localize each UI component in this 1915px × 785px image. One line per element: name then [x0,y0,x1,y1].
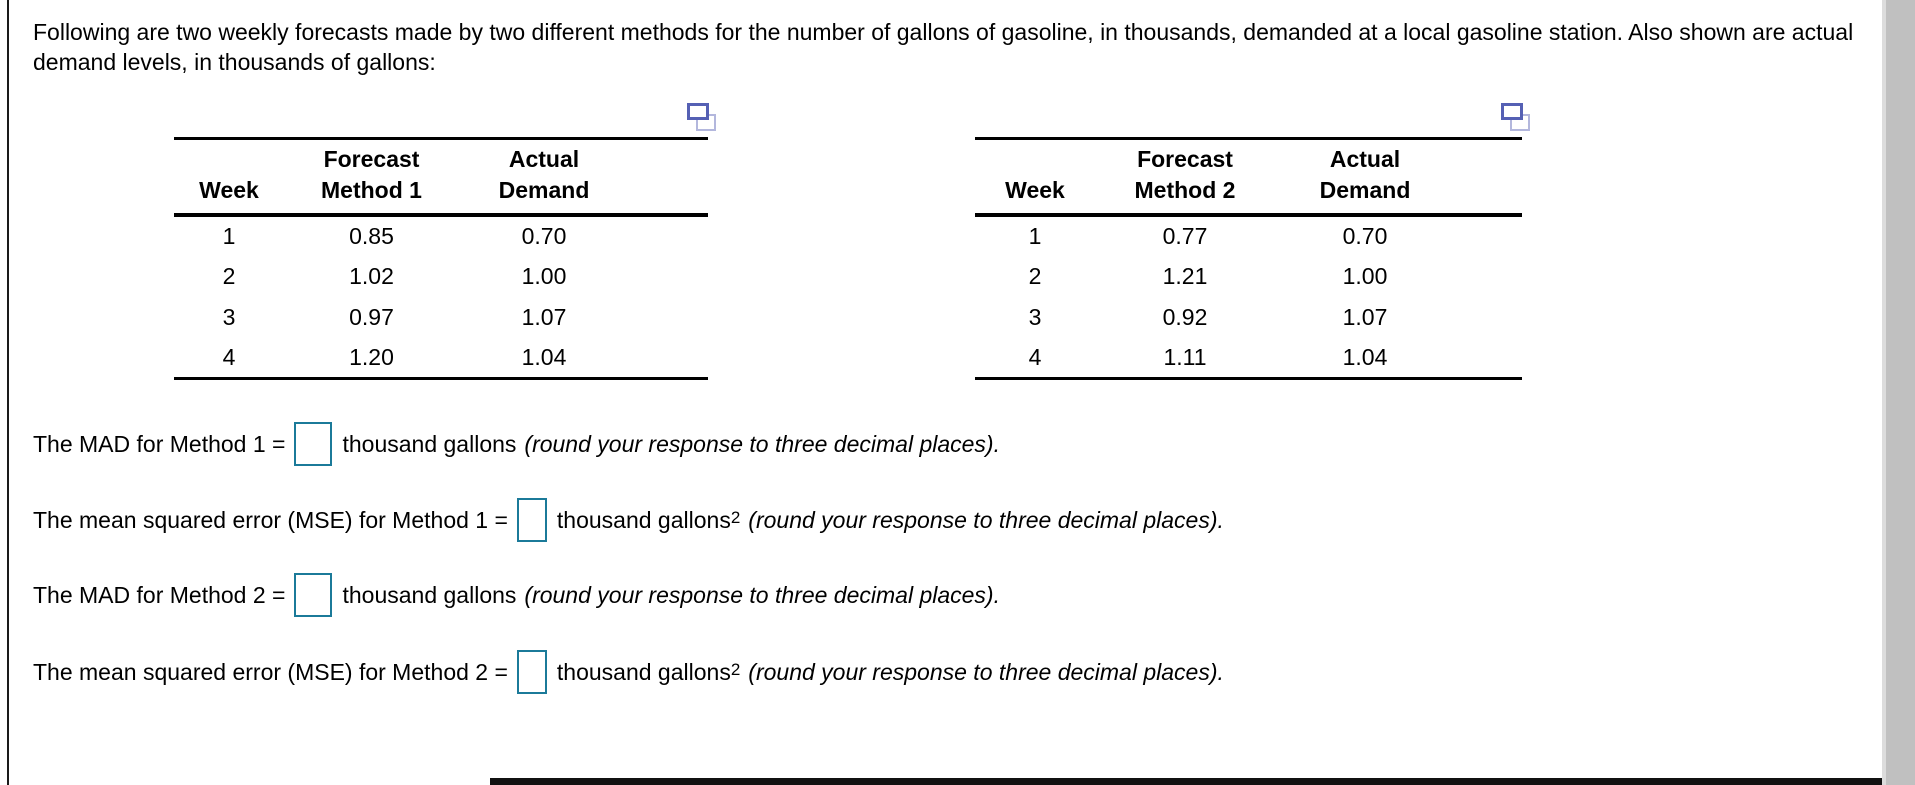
table-cell: 2 [222,262,236,289]
table-cell: 2 [1028,262,1042,289]
bottom-edge-bar [490,778,1882,785]
copy-icon-front-sheet [687,103,709,120]
table-header-row: Week Forecast Method 2 Actual Demand [975,138,1522,217]
table-header-cell: Week [174,138,284,217]
table-cell: 1 [222,222,236,249]
table-cell: 1.00 [521,262,567,289]
table-cell: 1.04 [521,343,567,370]
question-paragraph: Following are two weekly forecasts made … [33,19,1854,75]
table-header-cell: Forecast Method 2 [1095,138,1275,217]
table-row: 2 1.21 1.00 [975,256,1522,297]
question-prefix: The MAD for Method 2 = [33,581,286,608]
question-prefix: The mean squared error (MSE) for Method … [33,658,508,685]
rounding-note: (round your response to three decimal pl… [524,430,1000,457]
question-prefix: The mean squared error (MSE) for Method … [33,506,508,533]
mad-method2-input[interactable] [294,573,333,617]
copy-icon-front-sheet [1501,103,1523,120]
question-prefix: The MAD for Method 1 = [33,430,286,457]
table-header-cell [1455,138,1522,217]
question-mad-method2: The MAD for Method 2 = thousand gallons … [33,572,1000,618]
table-cell: 0.85 [349,222,394,249]
table-cell: 0.92 [1162,303,1208,330]
table-cell: 0.97 [349,303,394,330]
copy-table-icon[interactable] [687,103,717,132]
table-row: 1 0.77 0.70 [975,215,1522,256]
table-cell: 1.21 [1162,262,1208,289]
rounding-note: (round your response to three decimal pl… [524,581,1000,608]
forecast-table-method1: Week Forecast Method 1 Actual Demand 1 0.8… [174,103,716,380]
question-mse-method2: The mean squared error (MSE) for Method … [33,649,1224,695]
rounding-note: (round your response to three decimal pl… [748,658,1224,685]
table-cell: 1.11 [1163,343,1207,370]
table-cell: 1.04 [1342,343,1388,370]
rounding-note: (round your response to three decimal pl… [748,506,1224,533]
mad-method1-input[interactable] [294,422,333,466]
table-row: 3 0.97 1.07 [174,297,708,338]
unit-label: thousand gallons [342,430,517,457]
table-row: 3 0.92 1.07 [975,297,1522,338]
table-row: 2 1.02 1.00 [174,256,708,297]
table-cell: 3 [222,303,236,330]
unit-label: thousand gallons [342,581,517,608]
copy-table-icon[interactable] [1501,103,1531,132]
table-row: 1 0.85 0.70 [174,215,708,256]
question-mse-method1: The mean squared error (MSE) for Method … [33,497,1224,543]
scroll-gutter [1882,0,1915,785]
table-cell: 1 [1028,222,1042,249]
table-row: 4 1.20 1.04 [174,338,708,379]
table-header-row: Week Forecast Method 1 Actual Demand [174,138,708,217]
question-mad-method1: The MAD for Method 1 = thousand gallons … [33,421,1000,467]
table-header-cell [629,138,708,217]
unit-label: thousand gallons [556,658,731,685]
table-cell: 1.07 [1342,303,1388,330]
table-cell: 3 [1028,303,1042,330]
table-header-cell: Actual Demand [459,138,629,217]
table-cell: 1.07 [521,303,567,330]
table-cell: 1.00 [1342,262,1388,289]
table-cell: 0.77 [1162,222,1208,249]
table-cell: 1.20 [349,343,394,370]
table-cell: 4 [1028,343,1042,370]
table-header-cell: Week [975,138,1095,217]
mse-method1-input[interactable] [516,498,547,542]
table-cell: 0.70 [521,222,567,249]
table-row: 4 1.11 1.04 [975,338,1522,379]
table-cell: 0.70 [1342,222,1388,249]
mse-method2-input[interactable] [516,650,547,694]
table-header-cell: Actual Demand [1275,138,1455,217]
forecast-table-method2: Week Forecast Method 2 Actual Demand 1 0.7… [975,103,1530,380]
table-header-cell: Forecast Method 1 [284,138,459,217]
table-cell: 1.02 [349,262,394,289]
table-cell: 4 [222,343,236,370]
unit-label: thousand gallons [556,506,731,533]
window-border-left [7,0,9,785]
